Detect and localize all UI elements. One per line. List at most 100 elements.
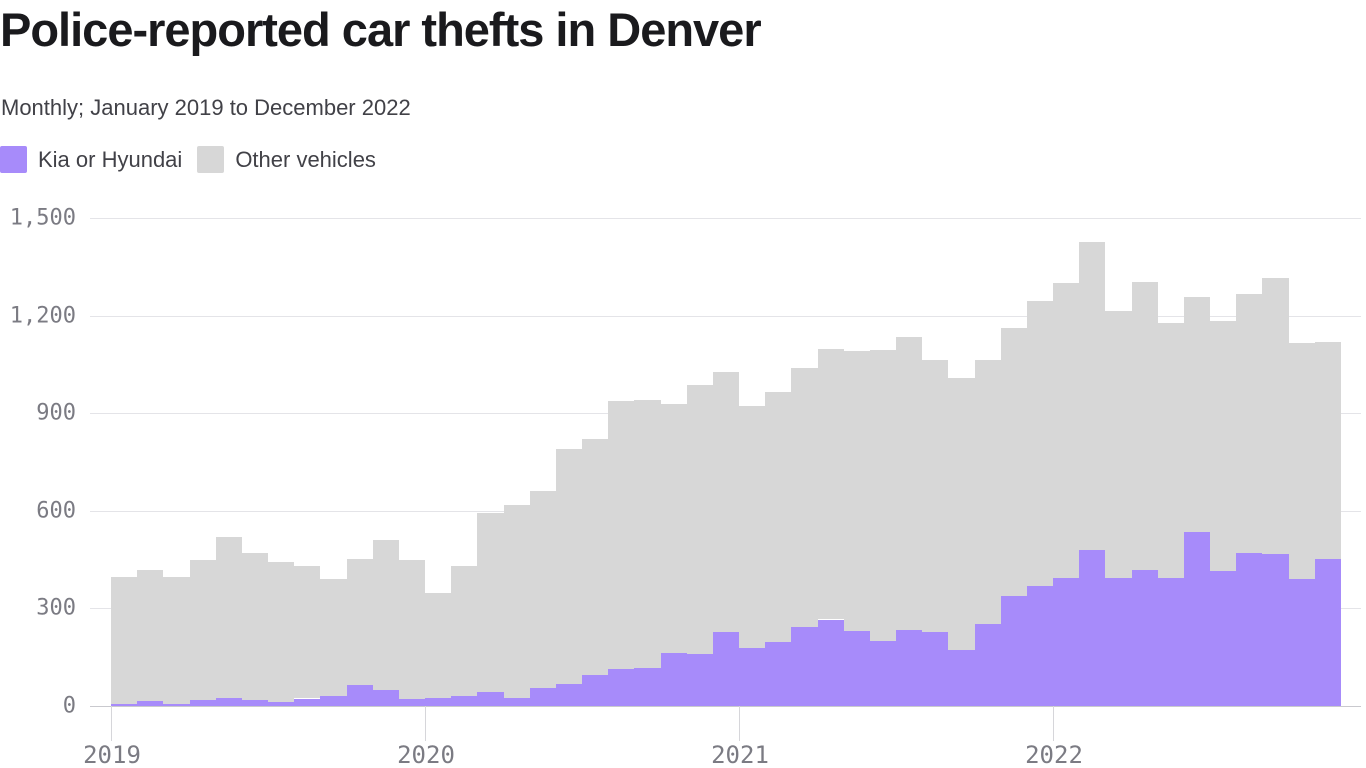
y-axis-tick-label: 900 <box>36 400 76 426</box>
bar-kia-Aug 2021 <box>922 632 948 706</box>
bar-kia-Sep 2021 <box>948 650 975 706</box>
bar-kia-Oct 2019 <box>347 685 373 706</box>
bar-other-Oct 2021 <box>975 359 1001 624</box>
bar-kia-Feb 2019 <box>137 701 163 706</box>
bar-other-Oct 2020 <box>661 404 687 653</box>
bar-other-Jul 2020 <box>582 438 608 676</box>
x-axis-tick <box>425 706 426 741</box>
bar-kia-Nov 2020 <box>687 653 713 706</box>
bar-kia-Jan 2020 <box>425 698 451 706</box>
x-axis-tick <box>1053 706 1054 741</box>
bar-kia-Mar 2019 <box>163 704 190 706</box>
bar-other-Nov 2021 <box>1001 328 1027 597</box>
bar-kia-Dec 2020 <box>713 631 739 706</box>
bar-other-Jan 2019 <box>111 576 137 705</box>
bar-other-May 2022 <box>1158 322 1184 578</box>
bar-other-May 2020 <box>530 491 556 689</box>
bar-other-Oct 2019 <box>347 558 373 686</box>
bar-other-Nov 2022 <box>1315 341 1341 559</box>
gridline <box>90 218 1361 219</box>
bar-kia-Aug 2019 <box>294 698 320 706</box>
bar-kia-Feb 2020 <box>451 695 477 706</box>
bar-kia-Nov 2021 <box>1001 596 1027 706</box>
bar-kia-Aug 2020 <box>608 668 634 706</box>
bar-other-Aug 2019 <box>294 566 320 699</box>
x-axis-tick <box>739 706 740 741</box>
bar-other-Oct 2022 <box>1289 343 1315 580</box>
bar-kia-Oct 2021 <box>975 623 1001 706</box>
bar-kia-Dec 2021 <box>1027 585 1053 706</box>
bar-kia-May 2021 <box>844 630 870 706</box>
x-axis-line <box>90 706 1361 707</box>
bar-other-Mar 2021 <box>791 368 818 627</box>
bar-other-Dec 2020 <box>713 372 739 632</box>
bar-kia-May 2020 <box>530 688 556 706</box>
bar-kia-Jan 2021 <box>739 648 765 706</box>
x-axis-tick <box>111 706 112 741</box>
bar-kia-Jun 2022 <box>1184 531 1210 706</box>
bar-other-Jun 2021 <box>870 349 896 641</box>
bar-other-Aug 2021 <box>922 359 948 633</box>
bar-kia-Sep 2020 <box>634 667 661 706</box>
bar-kia-Mar 2022 <box>1105 577 1132 706</box>
bar-other-Feb 2021 <box>765 392 791 642</box>
bar-kia-Jun 2019 <box>242 699 268 706</box>
y-axis-tick-label: 300 <box>36 595 76 621</box>
bar-kia-Jul 2021 <box>896 630 922 706</box>
bar-other-Jun 2022 <box>1184 296 1210 532</box>
bar-other-Jun 2020 <box>556 449 582 684</box>
y-axis-tick-label: 1,200 <box>9 303 76 329</box>
bar-kia-Nov 2022 <box>1315 558 1341 706</box>
x-axis-tick-label: 2020 <box>397 741 455 768</box>
bar-kia-Jul 2022 <box>1210 570 1236 706</box>
bar-kia-Oct 2022 <box>1289 579 1315 706</box>
bar-other-Jul 2019 <box>268 561 294 703</box>
bar-other-Dec 2021 <box>1027 300 1053 586</box>
bar-other-May 2019 <box>216 537 242 698</box>
bar-other-Feb 2022 <box>1079 241 1105 550</box>
x-axis-tick-label: 2022 <box>1025 741 1083 768</box>
gridline <box>90 316 1361 317</box>
bar-other-Dec 2019 <box>399 560 425 700</box>
x-axis-tick-label: 2019 <box>83 741 141 768</box>
bar-kia-Apr 2019 <box>190 699 216 706</box>
bar-other-Apr 2021 <box>818 349 844 620</box>
bar-other-Feb 2020 <box>451 565 477 696</box>
bar-other-Jul 2022 <box>1210 320 1236 571</box>
y-axis-tick-label: 0 <box>62 693 76 719</box>
bar-kia-Feb 2021 <box>765 641 791 706</box>
legend-label-kia-or-hyundai: Kia or Hyundai <box>38 146 183 172</box>
bar-other-May 2021 <box>844 350 870 631</box>
legend-swatch-kia-or-hyundai <box>0 146 27 173</box>
bar-other-Sep 2020 <box>634 399 661 668</box>
bar-kia-Oct 2020 <box>661 653 687 706</box>
bar-kia-Feb 2022 <box>1079 549 1105 706</box>
chart-subtitle: Monthly; January 2019 to December 2022 <box>1 95 411 120</box>
legend-item-other-vehicles: Other vehicles <box>197 146 376 173</box>
bar-other-Apr 2019 <box>190 560 216 700</box>
bar-other-Sep 2022 <box>1262 277 1289 555</box>
bar-other-Jan 2021 <box>739 405 765 649</box>
bar-other-Aug 2022 <box>1236 293 1262 554</box>
bar-kia-Apr 2020 <box>504 697 530 706</box>
bar-other-Jun 2019 <box>242 553 268 700</box>
y-axis-tick-label: 600 <box>36 498 76 524</box>
bar-other-Sep 2019 <box>320 578 347 697</box>
bar-kia-May 2019 <box>216 697 242 706</box>
y-axis-tick-label: 1,500 <box>9 205 76 231</box>
bar-kia-Jan 2022 <box>1053 577 1079 706</box>
bar-kia-Dec 2019 <box>399 699 425 706</box>
bar-kia-Apr 2021 <box>818 619 844 706</box>
bar-other-Sep 2021 <box>948 378 975 651</box>
bar-kia-Mar 2021 <box>791 626 818 706</box>
bar-other-Aug 2020 <box>608 401 634 669</box>
legend-swatch-other-vehicles <box>197 146 225 173</box>
bar-other-Mar 2022 <box>1105 311 1132 578</box>
bar-other-Apr 2020 <box>504 505 530 698</box>
x-axis-tick-label: 2021 <box>711 741 769 768</box>
bar-other-Feb 2019 <box>137 569 163 702</box>
bar-other-Mar 2020 <box>477 513 504 692</box>
bar-kia-Mar 2020 <box>477 691 504 706</box>
bar-kia-Jul 2020 <box>582 675 608 706</box>
